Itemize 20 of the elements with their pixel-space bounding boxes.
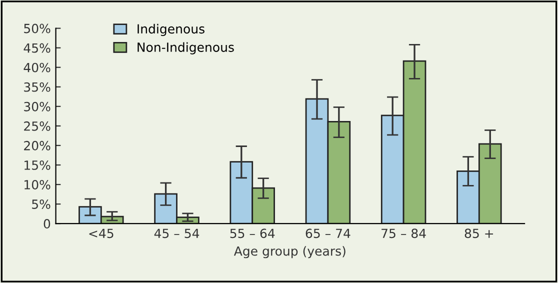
y-tick-label: 50% [24,24,50,34]
x-tick-label: 75 – 84 [382,228,426,238]
legend-label: Indigenous [138,24,204,36]
y-tick-label: 30% [24,102,50,112]
x-axis-title: Age group (years) [234,246,346,258]
x-tick-label: 45 – 54 [154,228,200,238]
y-tick-label: 5% [32,200,50,209]
x-tick-label: 85 + [464,228,494,238]
y-tick-label: 20% [24,140,50,150]
y-tick-label: 0 [44,219,50,228]
x-tick-label: 55 – 64 [230,228,275,238]
y-tick-label: 45% [24,43,50,53]
y-tick-label: 10% [24,180,50,190]
y-tick-label: 35% [24,82,50,92]
x-tick-label: <45 [89,228,114,238]
x-tick-label: 65 – 74 [306,228,350,238]
y-tick-label: 15% [24,160,50,170]
legend-label: Non-Indigenous [138,42,234,54]
y-tick-label: 25% [24,121,50,131]
y-tick-label: 40% [24,62,50,72]
